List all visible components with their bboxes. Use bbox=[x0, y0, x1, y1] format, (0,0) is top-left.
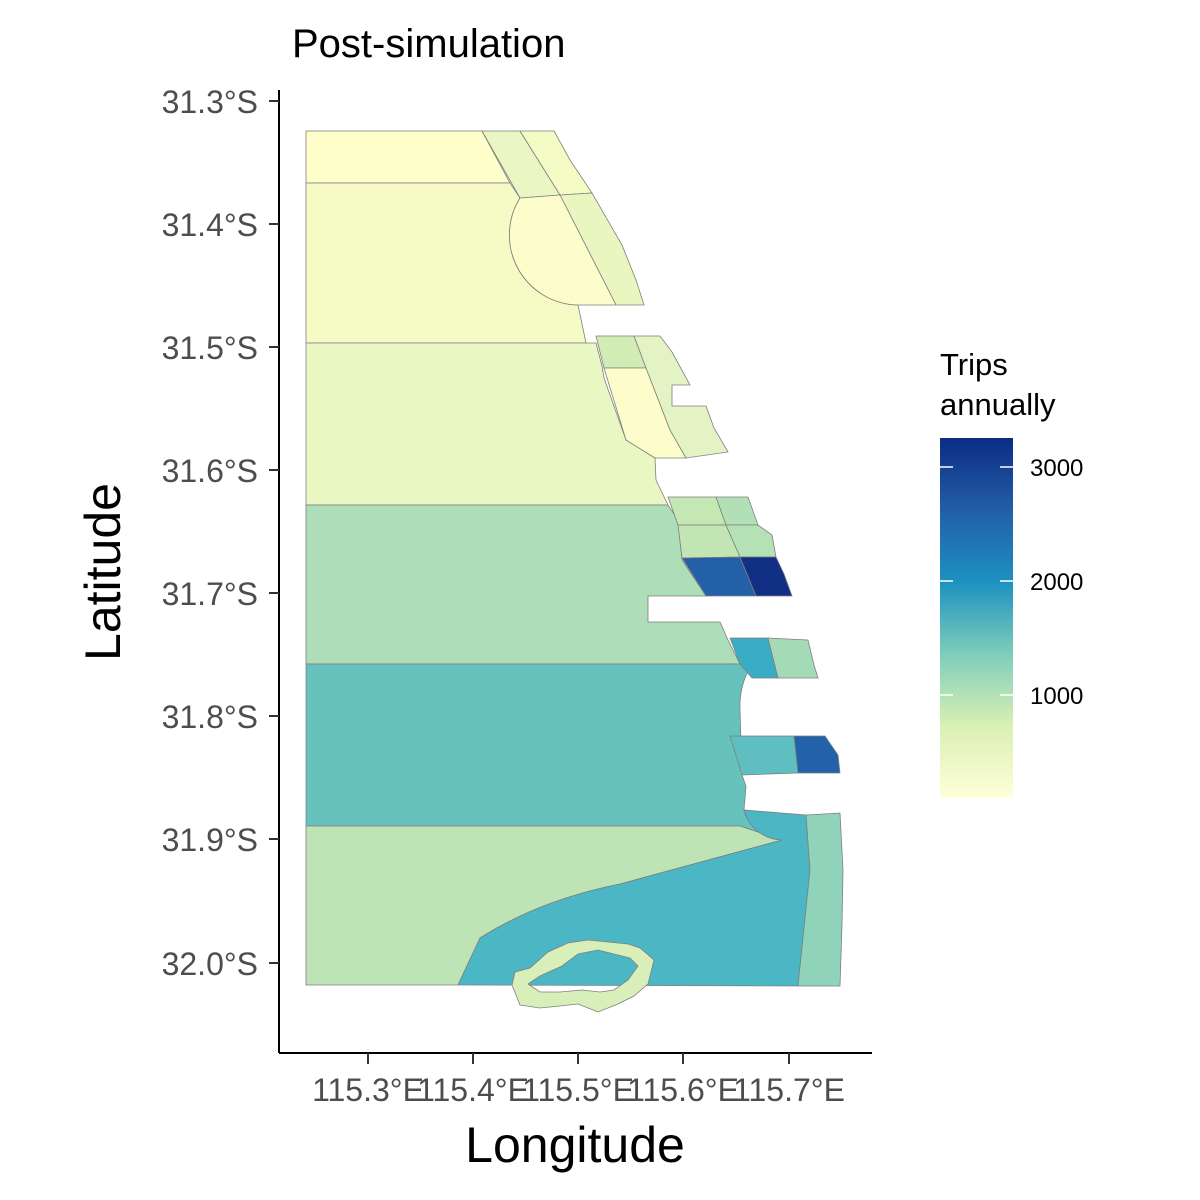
x-tick-label: 115.7°E bbox=[733, 1072, 845, 1108]
zone-offshore-31-82[interactable] bbox=[305, 663, 783, 841]
zone-hillarys-f[interactable] bbox=[739, 556, 793, 597]
x-tick-label: 115.4°E bbox=[417, 1072, 529, 1108]
zone-cockburn-sound[interactable] bbox=[457, 809, 811, 987]
zone-scarborough-b[interactable] bbox=[767, 637, 819, 679]
x-tick-label: 115.5°E bbox=[522, 1072, 634, 1108]
zone-mid-coastal-c[interactable] bbox=[633, 335, 729, 459]
zone-scarborough-a[interactable] bbox=[729, 637, 779, 679]
legend-tick-label: 1000 bbox=[1030, 683, 1083, 710]
zone-north-bay[interactable] bbox=[509, 194, 617, 306]
legend-title-line1: Trips bbox=[940, 347, 1008, 382]
zone-offshore-north[interactable] bbox=[305, 130, 511, 184]
zone-south-nearshore-strip[interactable] bbox=[797, 812, 844, 987]
y-tick-label: 31.4°S bbox=[162, 207, 258, 243]
y-tick-label: 31.8°S bbox=[162, 699, 258, 735]
y-tick-label: 31.6°S bbox=[162, 453, 258, 489]
plot-title: Post-simulation bbox=[292, 22, 565, 66]
x-tick-label: 115.3°E bbox=[312, 1072, 424, 1108]
color-legend: Trips annually 3000 2000 1000 bbox=[940, 347, 1083, 798]
zone-cottesloe-b[interactable] bbox=[793, 735, 841, 774]
legend-title-line2: annually bbox=[940, 387, 1056, 422]
y-axis: 31.3°S 31.4°S 31.5°S 31.6°S 31.7°S 31.8°… bbox=[162, 84, 280, 1053]
x-axis: 115.3°E 115.4°E 115.5°E 115.6°E 115.7°E bbox=[279, 1052, 872, 1108]
legend-tick-label: 2000 bbox=[1030, 569, 1083, 596]
zone-rottnest-island[interactable] bbox=[511, 939, 655, 1013]
y-tick-label: 31.7°S bbox=[162, 576, 258, 612]
y-axis-title: Latitude bbox=[75, 483, 131, 661]
zone-hillarys-d[interactable] bbox=[725, 524, 777, 558]
legend-tick-label: 3000 bbox=[1030, 455, 1083, 482]
x-tick-label: 115.6°E bbox=[627, 1072, 739, 1108]
y-tick-label: 32.0°S bbox=[162, 946, 258, 982]
zone-north-coastal-b[interactable] bbox=[519, 130, 593, 196]
legend-colorbar bbox=[940, 438, 1013, 798]
zone-cottesloe-a[interactable] bbox=[729, 735, 799, 776]
zone-offshore-31-69[interactable] bbox=[305, 504, 741, 665]
y-tick-label: 31.3°S bbox=[162, 84, 258, 120]
x-axis-title: Longitude bbox=[465, 1117, 685, 1173]
map-zones bbox=[305, 130, 844, 1013]
y-tick-label: 31.9°S bbox=[162, 822, 258, 858]
y-tick-label: 31.5°S bbox=[162, 330, 258, 366]
